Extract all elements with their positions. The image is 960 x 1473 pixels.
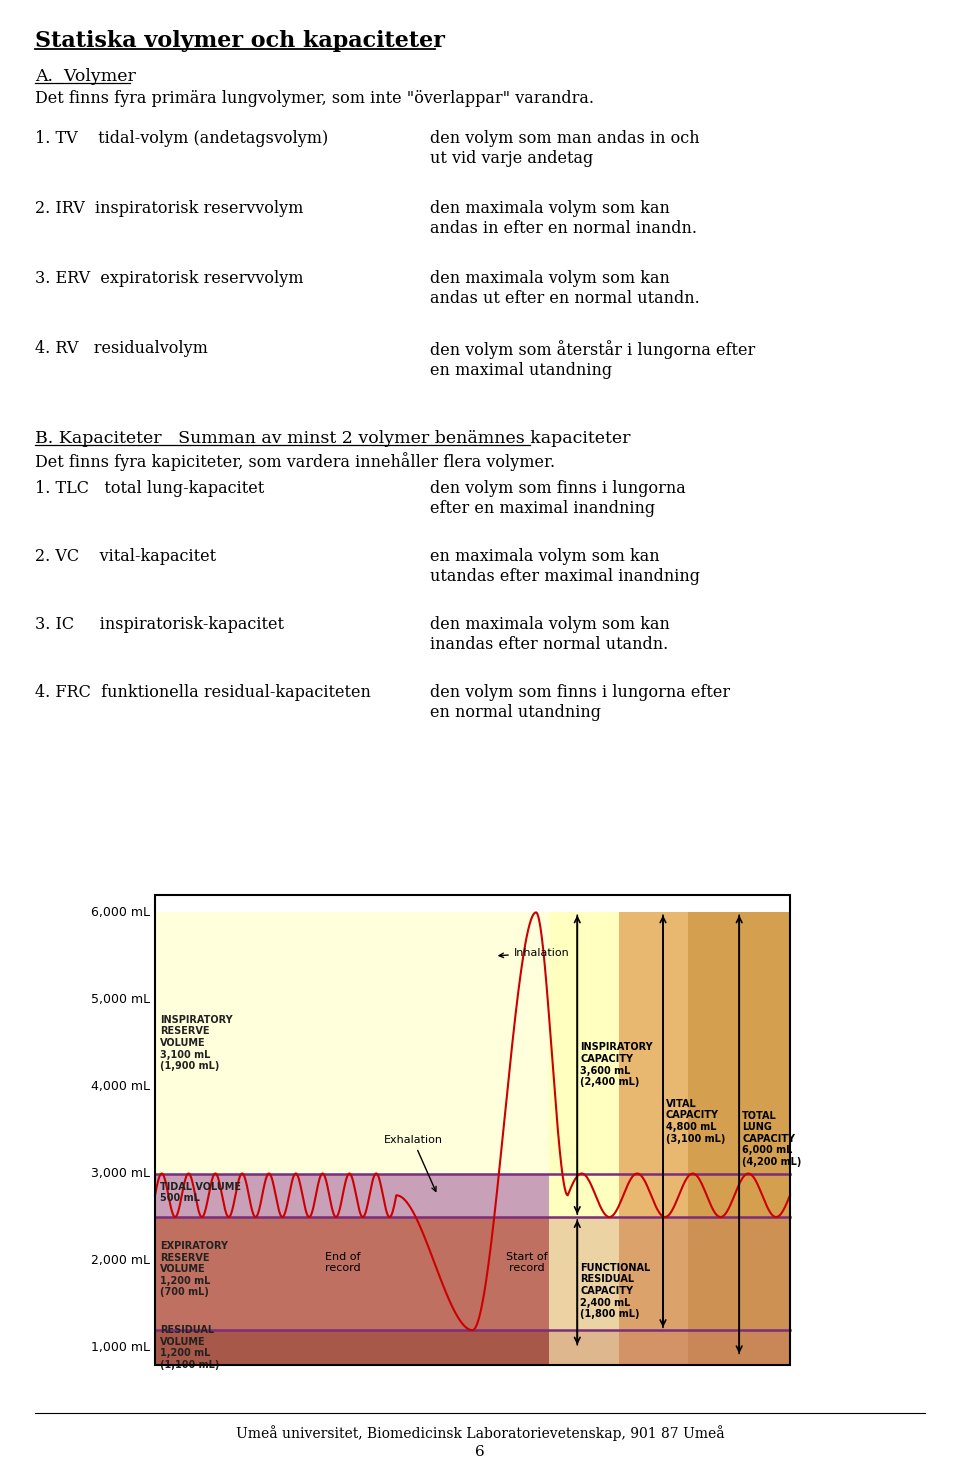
Text: 2,000 mL: 2,000 mL [91,1254,150,1267]
Text: VITAL
CAPACITY
4,800 mL
(3,100 mL): VITAL CAPACITY 4,800 mL (3,100 mL) [666,1099,726,1143]
Text: Umeå universitet, Biomedicinsk Laboratorievetenskap, 901 87 Umeå: Umeå universitet, Biomedicinsk Laborator… [236,1424,724,1441]
Text: den volym som återstår i lungorna efter
en maximal utandning: den volym som återstår i lungorna efter … [430,340,756,379]
Text: en maximala volym som kan
utandas efter maximal inandning: en maximala volym som kan utandas efter … [430,548,700,585]
Text: 6,000 mL: 6,000 mL [91,906,150,919]
Text: Det finns fyra primära lungvolymer, som inte "överlappar" varandra.: Det finns fyra primära lungvolymer, som … [35,90,594,108]
Text: 3. IC     inspiratorisk-kapacitet: 3. IC inspiratorisk-kapacitet [35,616,284,633]
Text: den volym som finns i lungorna
efter en maximal inandning: den volym som finns i lungorna efter en … [430,480,685,517]
Bar [549,912,618,1365]
Text: EXPIRATORY
RESERVE
VOLUME
1,200 mL
(700 mL): EXPIRATORY RESERVE VOLUME 1,200 mL (700 … [160,1242,228,1298]
Text: INSPIRATORY
RESERVE
VOLUME
3,100 mL
(1,900 mL): INSPIRATORY RESERVE VOLUME 3,100 mL (1,9… [160,1015,232,1071]
Bar [155,1217,790,1330]
Text: RESIDUAL
VOLUME
1,200 mL
(1,100 mL): RESIDUAL VOLUME 1,200 mL (1,100 mL) [160,1326,220,1370]
Text: INSPIRATORY
CAPACITY
3,600 mL
(2,400 mL): INSPIRATORY CAPACITY 3,600 mL (2,400 mL) [580,1043,653,1087]
Text: 4. RV   residualvolym: 4. RV residualvolym [35,340,208,356]
Bar [155,1330,790,1365]
Text: A.  Volymer: A. Volymer [35,68,136,85]
Text: TOTAL
LUNG
CAPACITY
6,000 mL
(4,200 mL): TOTAL LUNG CAPACITY 6,000 mL (4,200 mL) [742,1111,802,1167]
Text: End of
record: End of record [324,1252,360,1274]
Text: den volym som finns i lungorna efter
en normal utandning: den volym som finns i lungorna efter en … [430,683,731,720]
Text: den volym som man andas in och
ut vid varje andetag: den volym som man andas in och ut vid va… [430,130,700,166]
Text: Start of
record: Start of record [506,1252,547,1274]
Text: Statiska volymer och kapaciteter: Statiska volymer och kapaciteter [35,29,444,52]
Text: 2. IRV  inspiratorisk reservvolym: 2. IRV inspiratorisk reservvolym [35,200,303,217]
Text: 3,000 mL: 3,000 mL [91,1167,150,1180]
Bar [155,896,790,1365]
Text: den maximala volym som kan
andas ut efter en normal utandn.: den maximala volym som kan andas ut efte… [430,270,700,306]
Bar [155,1174,790,1217]
Text: 1,000 mL: 1,000 mL [91,1340,150,1354]
Bar [688,912,790,1365]
Text: 4,000 mL: 4,000 mL [91,1080,150,1093]
Bar [618,912,688,1365]
Text: 3. ERV  expiratorisk reservvolym: 3. ERV expiratorisk reservvolym [35,270,303,287]
Bar [549,1330,790,1365]
Text: 1. TV    tidal-volym (andetagsvolym): 1. TV tidal-volym (andetagsvolym) [35,130,328,147]
Text: 6: 6 [475,1445,485,1458]
Text: 5,000 mL: 5,000 mL [91,993,150,1006]
Text: TIDAL VOLUME
500 mL: TIDAL VOLUME 500 mL [160,1181,241,1203]
Text: Inhalation: Inhalation [499,949,569,957]
Bar [549,1217,790,1330]
Text: Det finns fyra kapiciteter, som vardera innehåller flera volymer.: Det finns fyra kapiciteter, som vardera … [35,452,555,471]
Text: Exhalation: Exhalation [384,1136,443,1192]
Text: FUNCTIONAL
RESIDUAL
CAPACITY
2,400 mL
(1,800 mL): FUNCTIONAL RESIDUAL CAPACITY 2,400 mL (1… [580,1262,651,1320]
Text: 2. VC    vital-kapacitet: 2. VC vital-kapacitet [35,548,216,566]
Text: den maximala volym som kan
andas in efter en normal inandn.: den maximala volym som kan andas in efte… [430,200,697,237]
Text: 4. FRC  funktionella residual-kapaciteten: 4. FRC funktionella residual-kapaciteten [35,683,371,701]
Text: B. Kapaciteter   Summan av minst 2 volymer benämnes kapaciteter: B. Kapaciteter Summan av minst 2 volymer… [35,430,631,446]
Text: den maximala volym som kan
inandas efter normal utandn.: den maximala volym som kan inandas efter… [430,616,670,653]
Text: 1. TLC   total lung-kapacitet: 1. TLC total lung-kapacitet [35,480,264,496]
Bar [155,912,790,1174]
